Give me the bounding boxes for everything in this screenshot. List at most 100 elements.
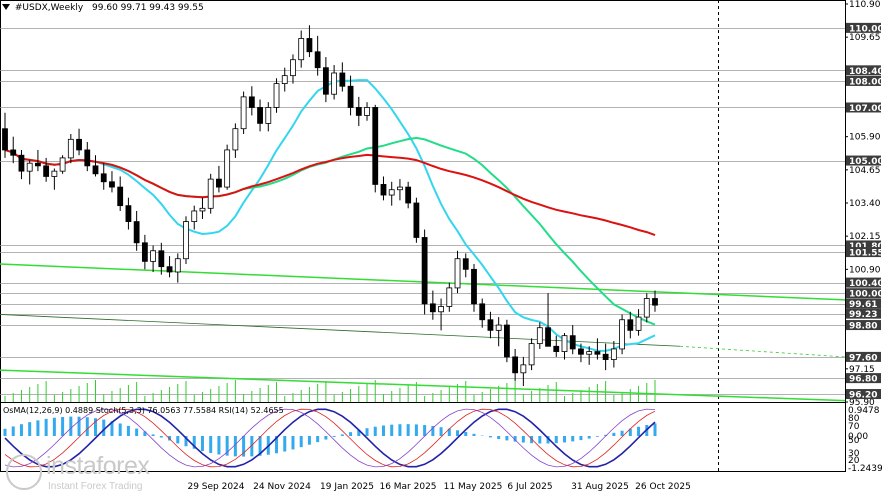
candle-body bbox=[569, 335, 576, 350]
candle-body bbox=[635, 316, 642, 331]
ma-mid-line bbox=[4, 136, 656, 326]
candle bbox=[413, 197, 420, 243]
osma-bar bbox=[52, 417, 56, 436]
price-label-4: 105.00 bbox=[846, 155, 882, 167]
osma-bar bbox=[77, 416, 81, 436]
candle bbox=[438, 298, 444, 331]
candle bbox=[199, 197, 206, 219]
osma-bar bbox=[464, 432, 468, 436]
osma-bar bbox=[135, 428, 139, 436]
candle bbox=[133, 210, 140, 251]
osma-bar bbox=[85, 417, 89, 436]
osma-bar bbox=[349, 432, 353, 436]
stoch-signal-line bbox=[4, 408, 656, 468]
osma-bar bbox=[176, 436, 180, 444]
candle bbox=[314, 35, 321, 76]
osma-bar bbox=[291, 436, 295, 450]
osma-bar bbox=[126, 425, 130, 436]
collapse-triangle-icon[interactable] bbox=[2, 4, 10, 10]
candle bbox=[471, 264, 477, 312]
candle-body bbox=[84, 149, 91, 167]
price-label-7: 100.40 bbox=[846, 277, 882, 289]
candle bbox=[224, 144, 231, 190]
price-label-box bbox=[846, 247, 881, 258]
candle-body bbox=[339, 72, 346, 87]
candle-body bbox=[18, 154, 25, 172]
candle bbox=[257, 99, 263, 132]
candle bbox=[125, 197, 132, 230]
osma-bar bbox=[447, 428, 451, 436]
candle-body bbox=[240, 96, 247, 130]
candlesticks bbox=[2, 25, 658, 387]
candle bbox=[158, 242, 165, 275]
candle-body bbox=[619, 319, 625, 350]
candle bbox=[248, 86, 255, 116]
osma-bar bbox=[562, 436, 566, 443]
instaforex-logo-icon bbox=[6, 454, 42, 490]
candle-body bbox=[462, 258, 469, 270]
time-label: 31 Aug 2025 bbox=[571, 482, 629, 492]
osma-bar bbox=[423, 425, 427, 436]
price-label-text: 98.80 bbox=[849, 322, 877, 332]
rsi-line bbox=[4, 408, 656, 468]
candle bbox=[586, 346, 593, 365]
osma-bar bbox=[69, 416, 73, 436]
price-label-9: 99.61 bbox=[846, 298, 881, 310]
candle-body bbox=[248, 96, 255, 108]
osma-bar bbox=[102, 419, 106, 436]
candle bbox=[35, 149, 41, 172]
price-tick-label: 110.90 bbox=[849, 0, 881, 10]
candle-body bbox=[207, 178, 214, 209]
candle bbox=[487, 311, 494, 339]
candle-body bbox=[76, 138, 82, 151]
osma-bar bbox=[217, 436, 221, 455]
candle-body bbox=[347, 85, 354, 108]
grid bbox=[0, 0, 846, 472]
candle bbox=[2, 112, 8, 158]
osma-bar bbox=[44, 418, 48, 436]
osma-bar bbox=[184, 436, 188, 447]
osma-bar bbox=[299, 436, 303, 448]
candle-body bbox=[512, 356, 519, 374]
candle bbox=[643, 293, 650, 323]
candle-body bbox=[545, 327, 551, 347]
candle-body bbox=[372, 107, 379, 185]
price-label-text: 107.00 bbox=[849, 104, 882, 114]
candle-body bbox=[479, 303, 486, 321]
sub-tick-label: 80 bbox=[848, 414, 860, 424]
candle-body bbox=[627, 319, 634, 331]
candle-body bbox=[67, 138, 74, 159]
osma-bar bbox=[497, 436, 501, 439]
osma-bar bbox=[118, 423, 122, 436]
price-label-14: 96.20 bbox=[846, 389, 881, 401]
osma-bar bbox=[604, 434, 608, 436]
candle bbox=[380, 176, 387, 201]
candle-body bbox=[355, 107, 362, 116]
candle bbox=[520, 356, 527, 387]
candle-body bbox=[174, 258, 181, 273]
osma-bar bbox=[242, 436, 246, 457]
osma-bar bbox=[513, 436, 517, 442]
candle bbox=[232, 123, 239, 158]
candle-body bbox=[150, 250, 157, 262]
candle-body bbox=[438, 306, 444, 313]
price-label-13: 96.80 bbox=[846, 373, 881, 385]
osma-bar bbox=[439, 427, 443, 436]
price-tick-label: 105.90 bbox=[849, 133, 881, 143]
candle-body bbox=[586, 351, 593, 355]
osma-bar bbox=[357, 430, 361, 436]
candle-body bbox=[10, 149, 17, 156]
candle bbox=[59, 155, 66, 174]
candle-body bbox=[298, 38, 305, 61]
candle bbox=[635, 309, 642, 336]
osma-bar bbox=[381, 425, 385, 436]
candle bbox=[51, 168, 58, 190]
osma-bar bbox=[595, 436, 599, 437]
candle bbox=[594, 338, 601, 360]
candle-body bbox=[92, 165, 99, 175]
candle bbox=[610, 340, 617, 368]
time-label: 11 May 2025 bbox=[444, 482, 503, 492]
price-axis: 110.90 109.65 108.40 107.00 105.90 104.65 103.… bbox=[845, 0, 882, 408]
osma-bar bbox=[159, 436, 163, 438]
